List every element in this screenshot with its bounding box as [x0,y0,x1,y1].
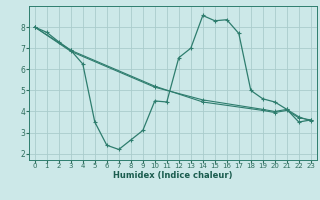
X-axis label: Humidex (Indice chaleur): Humidex (Indice chaleur) [113,171,233,180]
